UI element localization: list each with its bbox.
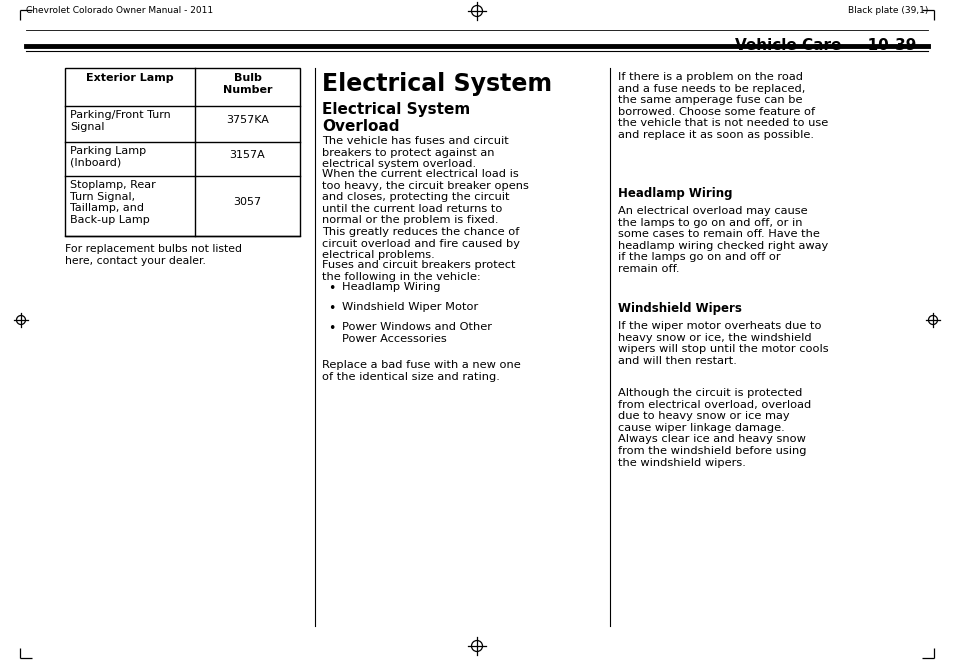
Text: Windshield Wiper Motor: Windshield Wiper Motor: [341, 302, 477, 312]
Text: Electrical System
Overload: Electrical System Overload: [322, 102, 470, 134]
Text: Electrical System: Electrical System: [322, 72, 552, 96]
Text: •: •: [328, 302, 335, 315]
Text: 3757KA: 3757KA: [226, 115, 269, 125]
Text: Black plate (39,1): Black plate (39,1): [846, 6, 927, 15]
Text: Chevrolet Colorado Owner Manual - 2011: Chevrolet Colorado Owner Manual - 2011: [26, 6, 213, 15]
Text: Parking/Front Turn
Signal: Parking/Front Turn Signal: [70, 110, 171, 132]
Text: •: •: [328, 322, 335, 335]
Text: An electrical overload may cause
the lamps to go on and off, or in
some cases to: An electrical overload may cause the lam…: [618, 206, 827, 274]
Text: When the current electrical load is
too heavy, the circuit breaker opens
and clo: When the current electrical load is too …: [322, 169, 528, 261]
Text: The vehicle has fuses and circuit
breakers to protect against an
electrical syst: The vehicle has fuses and circuit breake…: [322, 136, 508, 169]
Text: •: •: [328, 282, 335, 295]
Text: If there is a problem on the road
and a fuse needs to be replaced,
the same ampe: If there is a problem on the road and a …: [618, 72, 827, 140]
Text: Exterior Lamp: Exterior Lamp: [86, 73, 173, 83]
Text: If the wiper motor overheats due to
heavy snow or ice, the windshield
wipers wil: If the wiper motor overheats due to heav…: [618, 321, 828, 366]
Text: Stoplamp, Rear
Turn Signal,
Taillamp, and
Back-up Lamp: Stoplamp, Rear Turn Signal, Taillamp, an…: [70, 180, 155, 225]
Text: Headlamp Wiring: Headlamp Wiring: [618, 187, 732, 200]
Text: Windshield Wipers: Windshield Wipers: [618, 302, 741, 315]
Text: Vehicle Care     10-39: Vehicle Care 10-39: [734, 38, 915, 53]
Text: Although the circuit is protected
from electrical overload, overload
due to heav: Although the circuit is protected from e…: [618, 388, 810, 468]
Text: For replacement bulbs not listed
here, contact your dealer.: For replacement bulbs not listed here, c…: [65, 244, 242, 266]
Bar: [65, 68, 299, 236]
Text: 3057: 3057: [233, 197, 261, 207]
Text: Power Windows and Other
Power Accessories: Power Windows and Other Power Accessorie…: [341, 322, 492, 343]
Text: Parking Lamp
(Inboard): Parking Lamp (Inboard): [70, 146, 146, 168]
Text: Bulb
Number: Bulb Number: [222, 73, 272, 95]
Text: Fuses and circuit breakers protect
the following in the vehicle:: Fuses and circuit breakers protect the f…: [322, 260, 515, 282]
Text: 3157A: 3157A: [230, 150, 265, 160]
Text: Replace a bad fuse with a new one
of the identical size and rating.: Replace a bad fuse with a new one of the…: [322, 360, 520, 381]
Text: Headlamp Wiring: Headlamp Wiring: [341, 282, 440, 292]
